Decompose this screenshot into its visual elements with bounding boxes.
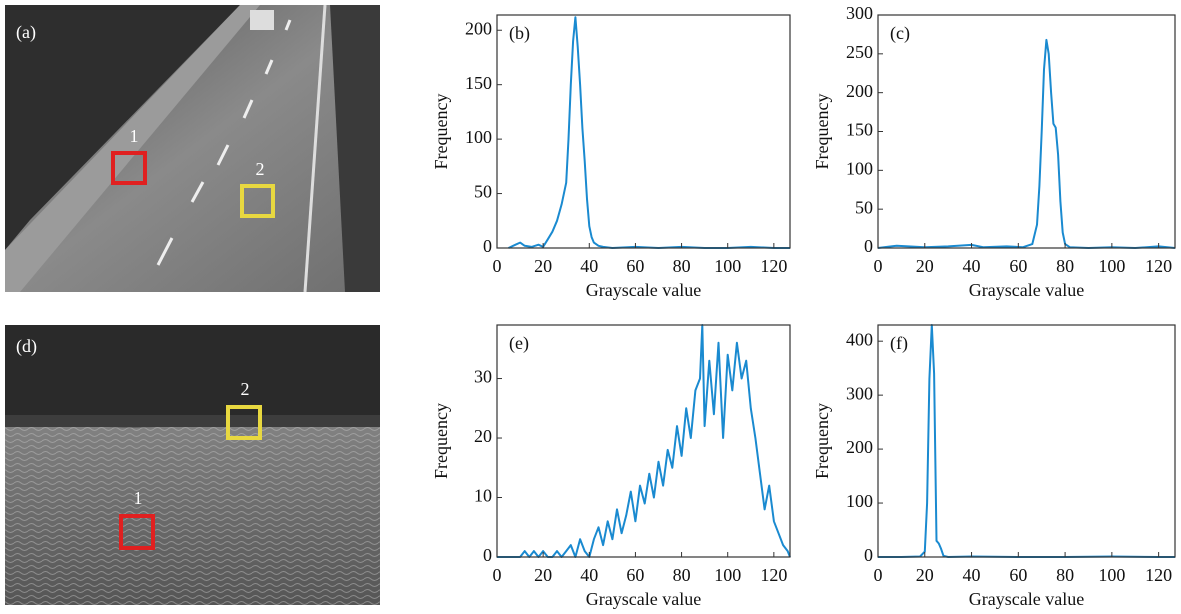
y-tick-label: 0 xyxy=(483,236,492,256)
data-line xyxy=(508,16,790,249)
x-tick-label: 120 xyxy=(760,565,787,585)
x-tick-label: 80 xyxy=(673,565,691,585)
photo-road xyxy=(5,4,380,293)
x-axis-label: Grayscale value xyxy=(586,589,701,609)
x-tick-label: 20 xyxy=(916,256,934,276)
x-tick-label: 20 xyxy=(534,256,552,276)
box-label: 1 xyxy=(134,488,143,508)
x-tick-label: 0 xyxy=(493,256,502,276)
x-tick-label: 60 xyxy=(1009,565,1027,585)
y-tick-label: 0 xyxy=(483,545,492,565)
y-axis-label: Frequency xyxy=(431,403,451,479)
y-axis-label: Frequency xyxy=(812,403,832,479)
x-tick-label: 0 xyxy=(874,565,883,585)
panel-label: (e) xyxy=(509,333,529,354)
y-tick-label: 50 xyxy=(474,182,492,202)
y-tick-label: 150 xyxy=(465,73,492,93)
y-tick-label: 250 xyxy=(846,42,873,62)
plot-frame xyxy=(877,14,1176,249)
x-axis-label: Grayscale value xyxy=(586,280,701,300)
y-tick-label: 10 xyxy=(474,486,492,506)
x-tick-label: 0 xyxy=(874,256,883,276)
y-tick-label: 20 xyxy=(474,426,492,446)
x-tick-label: 100 xyxy=(1098,256,1125,276)
y-tick-label: 30 xyxy=(474,367,492,387)
x-tick-label: 80 xyxy=(673,256,691,276)
data-line xyxy=(497,324,791,558)
data-line xyxy=(877,38,1176,249)
panel-label: (a) xyxy=(16,22,36,43)
plot-frame xyxy=(877,324,1176,558)
plot-frame xyxy=(496,324,791,558)
y-tick-label: 300 xyxy=(846,3,873,23)
x-axis-label: Grayscale value xyxy=(969,589,1084,609)
panel-label: (f) xyxy=(890,333,908,354)
panel-label: (c) xyxy=(890,23,910,44)
y-tick-label: 50 xyxy=(855,197,873,217)
x-tick-label: 40 xyxy=(580,565,598,585)
x-tick-label: 100 xyxy=(714,256,741,276)
x-tick-label: 40 xyxy=(963,565,981,585)
box-label: 1 xyxy=(130,126,139,146)
x-tick-label: 40 xyxy=(963,256,981,276)
x-tick-label: 120 xyxy=(1145,565,1172,585)
y-tick-label: 400 xyxy=(846,329,873,349)
x-axis-label: Grayscale value xyxy=(969,280,1084,300)
y-axis-label: Frequency xyxy=(431,94,451,170)
photo-water xyxy=(5,325,380,605)
x-tick-label: 120 xyxy=(1145,256,1172,276)
y-tick-label: 100 xyxy=(465,127,492,147)
x-tick-label: 100 xyxy=(714,565,741,585)
x-tick-label: 0 xyxy=(493,565,502,585)
x-tick-label: 80 xyxy=(1056,256,1074,276)
x-tick-label: 20 xyxy=(534,565,552,585)
y-tick-label: 200 xyxy=(465,18,492,38)
x-tick-label: 20 xyxy=(916,565,934,585)
y-tick-label: 100 xyxy=(846,491,873,511)
box-label: 2 xyxy=(241,379,250,399)
y-tick-label: 200 xyxy=(846,437,873,457)
y-tick-label: 200 xyxy=(846,81,873,101)
x-tick-label: 100 xyxy=(1098,565,1125,585)
y-tick-label: 0 xyxy=(864,545,873,565)
x-tick-label: 60 xyxy=(626,256,644,276)
y-tick-label: 150 xyxy=(846,120,873,140)
panel-label: (d) xyxy=(16,336,37,357)
y-tick-label: 0 xyxy=(864,236,873,256)
y-tick-label: 300 xyxy=(846,383,873,403)
panel-label: (b) xyxy=(509,23,530,44)
x-tick-label: 40 xyxy=(580,256,598,276)
y-tick-label: 100 xyxy=(846,158,873,178)
x-tick-label: 120 xyxy=(760,256,787,276)
box-label: 2 xyxy=(256,159,265,179)
x-tick-label: 80 xyxy=(1056,565,1074,585)
data-line xyxy=(878,324,1175,558)
x-tick-label: 60 xyxy=(1009,256,1027,276)
x-tick-label: 60 xyxy=(626,565,644,585)
plot-frame xyxy=(496,14,791,249)
y-axis-label: Frequency xyxy=(812,94,832,170)
